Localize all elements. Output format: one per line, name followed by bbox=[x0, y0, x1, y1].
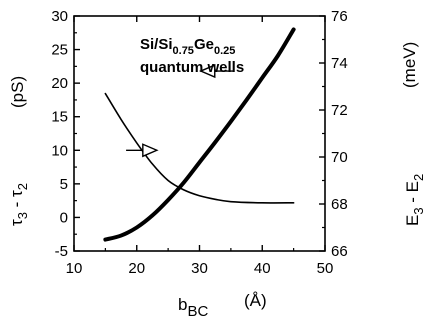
y-right-tick-label: 74 bbox=[331, 55, 348, 72]
series-pointer-arrow-right bbox=[126, 143, 159, 158]
series-line-tau bbox=[103, 27, 296, 242]
series-pointer-arrow-left bbox=[198, 63, 235, 79]
series-line-energy bbox=[104, 92, 295, 204]
y-left-tick-label: 0 bbox=[60, 209, 68, 226]
chart-annotation-line1: Si/Si0.75Ge0.25 bbox=[140, 36, 235, 57]
x-tick-label: 30 bbox=[191, 260, 208, 277]
y-right-tick-label: 70 bbox=[331, 149, 348, 166]
y-left-tick-label: 20 bbox=[51, 75, 68, 92]
x-tick-label: 20 bbox=[128, 260, 145, 277]
y-left-tick-label: 5 bbox=[60, 176, 68, 193]
arrow-head bbox=[198, 63, 216, 79]
y-left-tick-label: 25 bbox=[51, 42, 68, 59]
x-axis-unit: (Å) bbox=[244, 291, 267, 310]
x-tick-label: 10 bbox=[66, 260, 83, 277]
arrow-head bbox=[142, 143, 159, 158]
y-left-tick-label: -5 bbox=[55, 243, 68, 260]
y-right-tick-label: 76 bbox=[331, 8, 348, 25]
y-left-tick-label: 15 bbox=[51, 109, 68, 126]
y-right-tick-label: 72 bbox=[331, 102, 348, 119]
y-right-axis-title: E3 - E2 bbox=[403, 174, 426, 226]
y-left-axis-unit: (pS) bbox=[8, 76, 27, 108]
x-axis-title: bBC bbox=[178, 295, 208, 320]
x-tick-label: 40 bbox=[254, 260, 271, 277]
y-left-axis-title: τ3 - τ2 bbox=[7, 183, 30, 226]
x-tick-label: 50 bbox=[317, 260, 334, 277]
chart-annotation-line2: quantum wells bbox=[140, 59, 244, 76]
y-right-axis-unit: (meV) bbox=[400, 42, 419, 88]
y-left-tick-label: 10 bbox=[51, 142, 68, 159]
y-right-tick-label: 68 bbox=[331, 196, 348, 213]
y-right-tick-label: 66 bbox=[331, 243, 348, 260]
y-left-tick-label: 30 bbox=[51, 8, 68, 25]
